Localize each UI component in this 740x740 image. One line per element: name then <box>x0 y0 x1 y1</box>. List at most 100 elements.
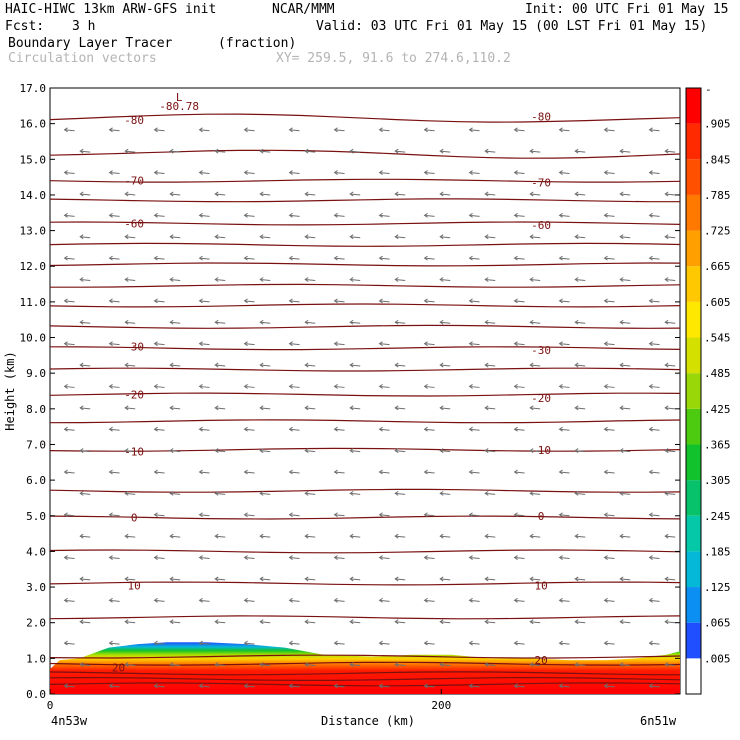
vector-head <box>153 170 158 175</box>
vector-shaft <box>665 364 676 367</box>
circulation-vector <box>529 277 541 282</box>
circulation-vector <box>394 533 406 539</box>
vector-head <box>619 191 624 197</box>
vector-head <box>124 277 129 282</box>
vector-shaft <box>260 578 271 581</box>
circulation-vector <box>484 662 496 667</box>
vector-shaft <box>559 172 570 175</box>
circulation-vector <box>394 319 406 325</box>
circulation-vector <box>108 555 120 560</box>
vector-shaft <box>289 685 300 688</box>
circulation-vector <box>259 662 271 667</box>
x-tick-label: 0 <box>47 699 54 712</box>
vector-shaft <box>620 236 631 239</box>
vector-head <box>529 490 534 496</box>
y-tick-label: 10.0 <box>20 332 47 345</box>
vector-shaft <box>289 385 300 388</box>
vector-shaft <box>215 535 226 538</box>
vector-shaft <box>530 578 541 581</box>
vector-shaft <box>379 257 390 260</box>
circulation-vector <box>619 277 631 282</box>
vector-head <box>153 597 158 603</box>
vector-head <box>63 212 68 218</box>
vector-shaft <box>649 300 660 303</box>
vector-shaft <box>604 214 615 217</box>
circulation-vector <box>664 148 676 154</box>
circulation-vector <box>63 341 75 347</box>
circulation-vector <box>468 298 480 304</box>
vector-shaft <box>395 621 406 624</box>
circulation-vector <box>79 405 91 411</box>
y-tick-label: 7.0 <box>26 438 46 451</box>
vector-head <box>304 619 309 625</box>
circulation-vector <box>333 298 345 304</box>
vector-shaft <box>575 193 586 196</box>
temperature-contour <box>50 671 680 676</box>
vector-head <box>198 341 203 347</box>
vector-shaft <box>575 663 586 666</box>
vector-shaft <box>244 642 255 645</box>
colorbar-label: .485 <box>704 367 731 380</box>
vector-head <box>664 405 669 411</box>
vector-shaft <box>649 599 660 602</box>
vector-shaft <box>424 385 435 388</box>
vector-head <box>378 683 383 689</box>
vector-head <box>169 533 174 539</box>
circulation-vector <box>153 212 165 218</box>
vector-shaft <box>305 321 316 324</box>
circulation-vector <box>648 683 660 689</box>
vector-shaft <box>80 450 91 453</box>
circulation-vector <box>124 234 136 240</box>
vector-shaft <box>215 578 226 581</box>
vector-head <box>304 576 309 582</box>
vector-shaft <box>665 663 676 666</box>
circulation-vector <box>198 298 210 304</box>
temperature-contour <box>50 262 680 267</box>
vector-head <box>574 576 579 582</box>
vector-head <box>79 405 84 411</box>
circulation-vector <box>529 576 541 582</box>
vector-head <box>439 662 444 667</box>
circulation-vector <box>124 576 136 582</box>
circulation-vector <box>439 405 451 411</box>
circulation-vector <box>108 341 120 347</box>
circulation-vector <box>333 512 345 518</box>
circulation-vector <box>124 191 136 197</box>
vector-shaft <box>485 150 496 153</box>
vector-head <box>468 212 473 218</box>
vector-shaft <box>649 343 660 346</box>
circulation-vector <box>79 662 91 667</box>
circulation-vector <box>648 469 660 475</box>
vector-shaft <box>469 557 480 560</box>
vector-shaft <box>170 364 181 367</box>
circulation-vector <box>439 662 451 667</box>
vector-head <box>558 597 563 603</box>
vector-head <box>63 170 68 175</box>
circulation-vector <box>153 512 165 518</box>
circulation-vector <box>108 384 120 389</box>
vector-head <box>648 597 653 603</box>
vector-shaft <box>244 300 255 303</box>
vector-shaft <box>530 621 541 624</box>
vector-shaft <box>575 364 586 367</box>
circulation-vector <box>169 234 181 240</box>
vector-head <box>378 512 383 518</box>
circulation-vector <box>378 512 390 518</box>
vector-head <box>108 512 113 518</box>
colorbar-label: .185 <box>704 545 731 558</box>
circulation-vector <box>79 533 91 539</box>
vector-head <box>288 127 293 133</box>
circulation-vector <box>214 362 226 368</box>
vector-head <box>214 191 219 197</box>
vector-head <box>378 341 383 347</box>
circulation-vector <box>574 405 586 411</box>
circulation-vector <box>349 148 361 154</box>
y-tick-label: 4.0 <box>26 545 46 558</box>
vector-head <box>423 170 428 175</box>
vector-shaft <box>199 343 210 346</box>
vector-shaft <box>260 663 271 666</box>
vector-shaft <box>575 578 586 581</box>
vector-shaft <box>604 557 615 560</box>
vector-shaft <box>665 193 676 196</box>
temperature-contour <box>50 581 680 586</box>
